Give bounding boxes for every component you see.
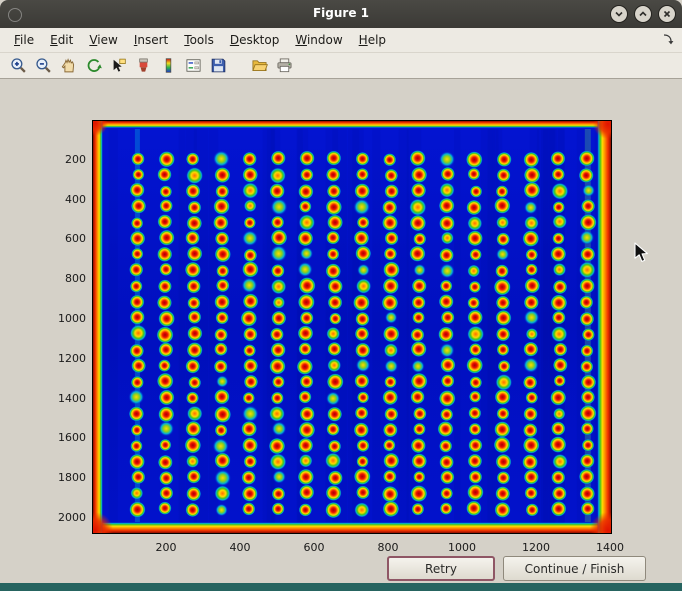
y-tick-label: 1800 bbox=[58, 471, 86, 485]
insert-legend-icon bbox=[185, 57, 202, 74]
open-file-icon bbox=[251, 57, 268, 74]
menu-window[interactable]: Window bbox=[295, 33, 343, 47]
insert-legend-button[interactable] bbox=[181, 54, 205, 77]
y-tick-label: 400 bbox=[65, 192, 86, 206]
retry-button[interactable]: Retry bbox=[387, 556, 495, 581]
y-tick-label: 2000 bbox=[58, 511, 86, 525]
close-window-button[interactable] bbox=[658, 5, 676, 23]
data-cursor-button[interactable] bbox=[106, 54, 130, 77]
menubar: File Edit View Insert Tools Desktop Window Help bbox=[0, 28, 682, 53]
x-tick-label: 800 bbox=[377, 541, 399, 554]
data-cursor-icon bbox=[110, 57, 127, 74]
save-figure-icon bbox=[210, 57, 227, 74]
zoom-in-icon bbox=[10, 57, 27, 74]
x-tick-label: 600 bbox=[303, 541, 325, 554]
toolbar bbox=[0, 53, 682, 79]
x-tick-label: 200 bbox=[155, 541, 177, 554]
x-tick-label: 1200 bbox=[522, 541, 550, 554]
dock-figure-icon[interactable] bbox=[662, 33, 674, 48]
titlebar[interactable]: Figure 1 bbox=[0, 0, 682, 28]
print-figure-button[interactable] bbox=[272, 54, 296, 77]
y-tick-label: 1200 bbox=[58, 351, 86, 365]
zoom-in-button[interactable] bbox=[6, 54, 30, 77]
x-tick-label: 1400 bbox=[596, 541, 624, 554]
mouse-cursor bbox=[634, 242, 649, 267]
menu-tools[interactable]: Tools bbox=[184, 33, 214, 47]
y-tick-label: 600 bbox=[65, 232, 86, 246]
close-icon bbox=[662, 7, 672, 22]
menu-help[interactable]: Help bbox=[358, 33, 387, 47]
chevron-down-icon bbox=[614, 7, 624, 22]
figure-area: Retry Continue / Finish 200 400 600 800 1000… bbox=[0, 79, 682, 583]
insert-colorbar-icon bbox=[160, 57, 177, 74]
window-menu-button[interactable] bbox=[8, 8, 22, 22]
window-title: Figure 1 bbox=[312, 6, 370, 20]
unshade-window-button[interactable] bbox=[634, 5, 652, 23]
open-file-button[interactable] bbox=[247, 54, 271, 77]
menu-view[interactable]: View bbox=[89, 33, 118, 47]
desktop-taskbar-strip bbox=[0, 583, 682, 591]
continue-finish-button[interactable]: Continue / Finish bbox=[503, 556, 646, 581]
axes bbox=[92, 120, 612, 534]
save-figure-button[interactable] bbox=[206, 54, 230, 77]
insert-colorbar-button[interactable] bbox=[156, 54, 180, 77]
pan-icon bbox=[60, 57, 77, 74]
x-tick-label: 400 bbox=[229, 541, 251, 554]
shade-window-button[interactable] bbox=[610, 5, 628, 23]
rotate-3d-icon bbox=[85, 57, 102, 74]
zoom-out-icon bbox=[35, 57, 52, 74]
zoom-out-button[interactable] bbox=[31, 54, 55, 77]
print-figure-icon bbox=[276, 57, 293, 74]
y-tick-label: 800 bbox=[65, 272, 86, 286]
menu-insert[interactable]: Insert bbox=[133, 33, 169, 47]
pan-button[interactable] bbox=[56, 54, 80, 77]
x-tick-label: 1000 bbox=[448, 541, 476, 554]
menu-file[interactable]: File bbox=[14, 33, 35, 47]
chevron-up-icon bbox=[638, 7, 648, 22]
menu-desktop[interactable]: Desktop bbox=[229, 33, 280, 47]
rotate-3d-button[interactable] bbox=[81, 54, 105, 77]
heatmap-image[interactable] bbox=[93, 121, 611, 533]
y-tick-label: 200 bbox=[65, 152, 86, 166]
y-tick-label: 1400 bbox=[58, 391, 86, 405]
menu-edit[interactable]: Edit bbox=[50, 33, 74, 47]
titlebar-controls bbox=[610, 5, 676, 23]
brush-button[interactable] bbox=[131, 54, 155, 77]
brush-icon bbox=[135, 57, 152, 74]
y-tick-label: 1000 bbox=[58, 312, 86, 326]
y-tick-label: 1600 bbox=[58, 431, 86, 445]
